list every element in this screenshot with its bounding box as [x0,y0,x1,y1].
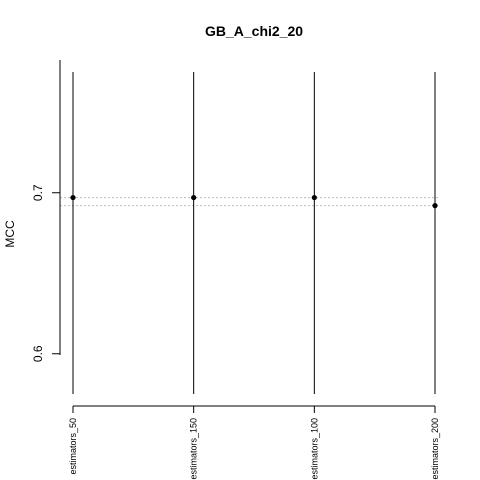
data-point-estimators_100 [311,194,317,201]
y-tick-label-0.7: 0.7 [31,184,45,201]
x-tick-label-estimators_200: estimators_200 [430,418,440,480]
data-point-estimators_50 [70,194,76,201]
x-axis: estimators_50 estimators_150 estimators_10… [68,405,440,480]
y-tick-label-0.6: 0.6 [31,345,45,362]
x-tick-label-estimators_100: estimators_100 [309,418,319,480]
data-points [70,194,438,209]
x-tick-label-estimators_50: estimators_50 [68,418,78,475]
y-axis-label: MCC [3,220,17,248]
x-tick-label-estimators_150: estimators_150 [189,418,199,480]
reference-lines [60,197,440,207]
chart-title: GB_A_chi2_20 [205,23,303,39]
data-point-estimators_200 [432,203,438,209]
category-lines [72,72,436,394]
data-point-estimators_150 [191,194,197,201]
y-axis: 0.6 0.7 [31,60,61,362]
